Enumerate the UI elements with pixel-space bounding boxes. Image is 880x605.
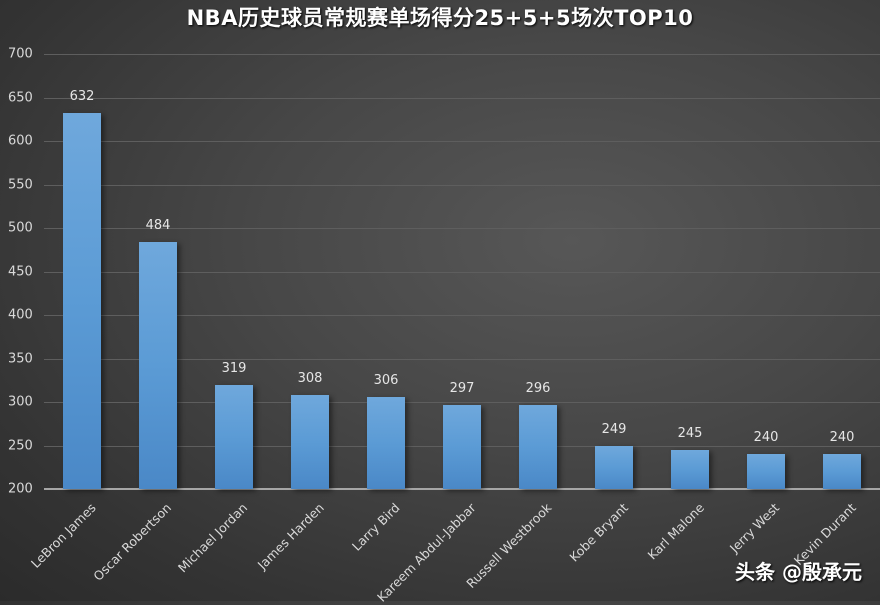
gridline <box>44 228 880 229</box>
data-label: 296 <box>525 381 551 397</box>
gridline <box>44 185 880 186</box>
x-tick-label: Larry Bird <box>348 500 403 554</box>
x-axis-line <box>44 488 880 490</box>
data-label: 319 <box>221 361 247 377</box>
bar <box>443 404 481 489</box>
data-label: 249 <box>601 422 627 438</box>
data-label: 240 <box>753 430 779 446</box>
y-tick-label: 250 <box>8 438 33 453</box>
chart-title: NBA历史球员常规赛单场得分25+5+5场次TOP10 <box>186 6 694 30</box>
x-tick-label: Jerry West <box>726 500 783 556</box>
y-tick-label: 500 <box>8 220 33 236</box>
data-label: 306 <box>373 372 399 388</box>
y-tick-label: 600 <box>8 133 33 149</box>
gridline <box>44 98 880 99</box>
y-tick-label: 550 <box>8 177 33 192</box>
gridline <box>44 141 880 142</box>
data-label: 245 <box>677 425 703 441</box>
gridline <box>44 54 880 55</box>
data-label: 240 <box>829 430 855 446</box>
bar <box>747 454 785 489</box>
x-tick-label: James Harden <box>254 500 327 573</box>
x-tick-label: Michael Jordan <box>174 500 251 576</box>
y-tick-label: 450 <box>8 264 33 279</box>
x-tick-label: Oscar Robertson <box>90 500 175 584</box>
bar <box>671 449 709 489</box>
bar <box>367 396 405 489</box>
gridline <box>44 272 880 273</box>
x-tick-label: Karl Malone <box>644 500 708 563</box>
data-label: 484 <box>145 217 171 233</box>
y-tick-label: 300 <box>8 394 33 410</box>
bar <box>291 395 329 489</box>
gridline <box>44 359 880 360</box>
gridline <box>44 315 880 316</box>
y-tick-label: 400 <box>8 307 33 323</box>
bar <box>63 113 101 489</box>
data-label: 308 <box>297 371 323 387</box>
data-label: 632 <box>69 89 95 105</box>
gridline <box>44 402 880 403</box>
x-tick-label: Kobe Bryant <box>566 500 632 565</box>
bar <box>595 446 633 489</box>
bar <box>519 405 557 489</box>
y-tick-label: 650 <box>8 90 33 105</box>
x-tick-label: Russell Westbrook <box>463 500 555 592</box>
y-tick-label: 700 <box>8 46 33 62</box>
y-tick-label: 200 <box>8 481 33 497</box>
x-tick-label: LeBron James <box>27 500 99 571</box>
y-tick-label: 350 <box>8 351 33 366</box>
data-label: 297 <box>449 380 475 396</box>
bar <box>139 241 177 489</box>
bar <box>823 454 861 489</box>
watermark: 头条 @殷承元 <box>735 560 862 584</box>
bar <box>215 385 253 489</box>
